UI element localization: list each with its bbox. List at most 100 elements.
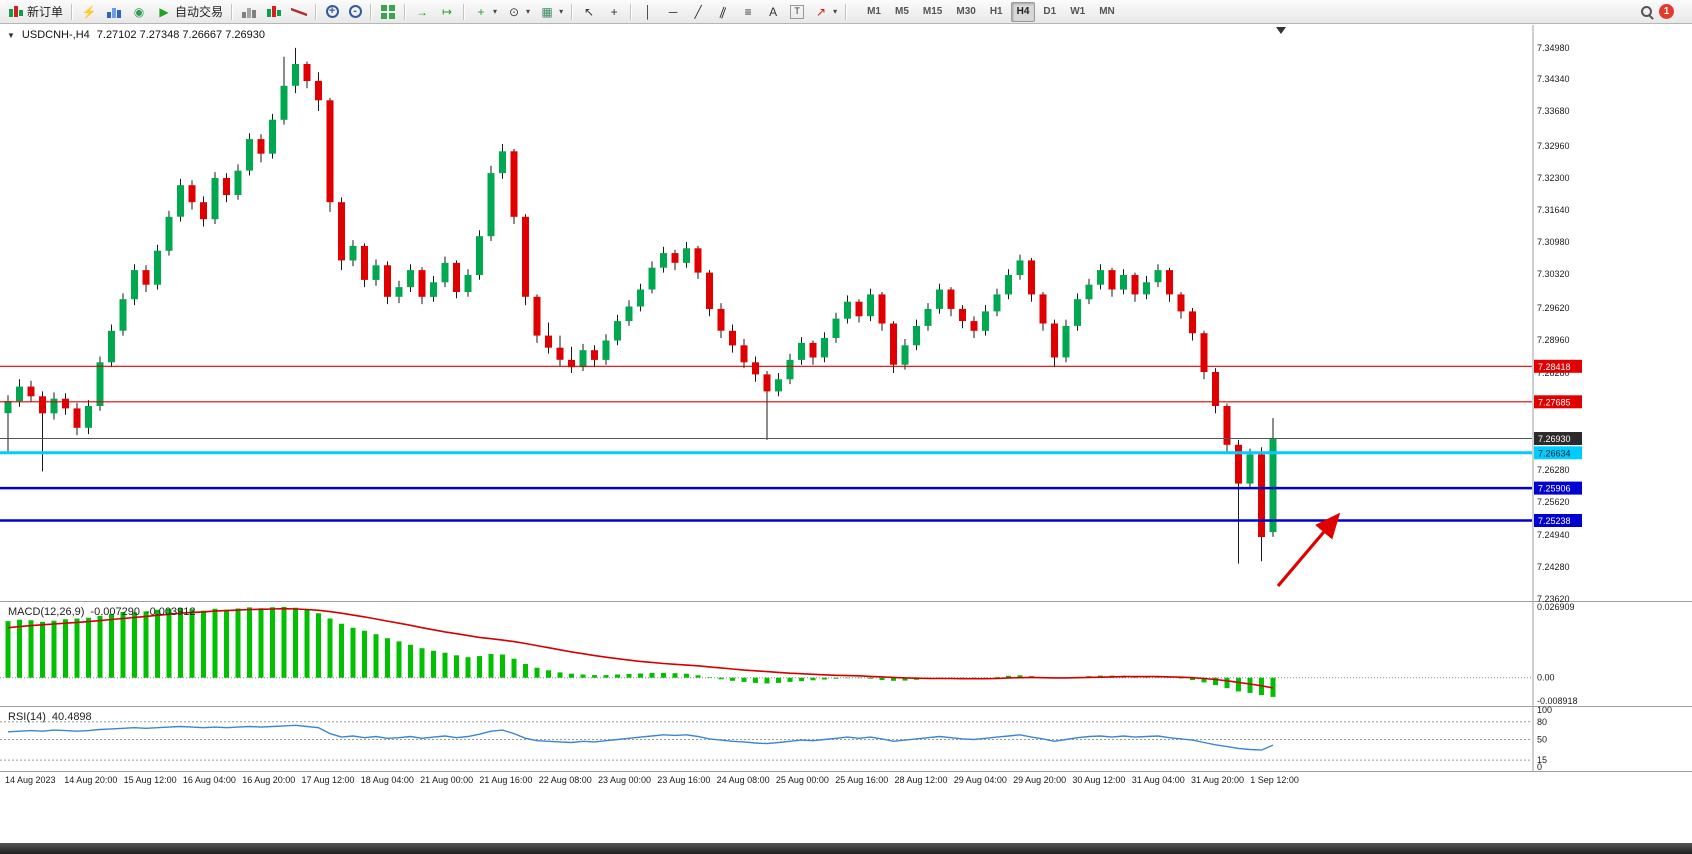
price-labels: 7.28418 7.27685 7.26930 7.26634 7.25906 7.252… (1534, 359, 1582, 527)
bar-chart-button[interactable] (237, 2, 261, 22)
bolt-button[interactable]: ⚡ (77, 2, 101, 22)
svg-text:17 Aug 12:00: 17 Aug 12:00 (302, 775, 355, 785)
panel-separators (0, 25, 1692, 772)
crosshair-button[interactable]: + (602, 2, 626, 22)
svg-text:7.28960: 7.28960 (1537, 335, 1570, 345)
horizontal-line-button[interactable]: ─ (661, 2, 685, 22)
timeframe-button-mn[interactable]: MN (1093, 2, 1121, 22)
dropdown-caret-icon: ▾ (559, 7, 564, 16)
timeframe-button-m5[interactable]: M5 (889, 2, 915, 22)
svg-text:7.24280: 7.24280 (1537, 562, 1570, 572)
search-button[interactable] (1636, 2, 1658, 22)
svg-text:7.34340: 7.34340 (1537, 74, 1570, 84)
svg-text:23 Aug 00:00: 23 Aug 00:00 (598, 775, 651, 785)
svg-text:7.32960: 7.32960 (1537, 141, 1570, 151)
svg-text:28 Aug 12:00: 28 Aug 12:00 (895, 775, 948, 785)
svg-text:7.25906: 7.25906 (1538, 484, 1571, 494)
horizontal-levels[interactable] (0, 365, 1532, 522)
channel-button[interactable]: ∥ (711, 2, 735, 22)
chart-shift-marker[interactable] (1276, 27, 1286, 34)
cursor-button[interactable]: ↖ (577, 2, 601, 22)
svg-text:14 Aug 20:00: 14 Aug 20:00 (64, 775, 117, 785)
candlestick-chart-button[interactable] (262, 2, 286, 22)
periods-button[interactable]: ⊙ ▾ (502, 2, 534, 22)
vertical-line-button[interactable]: │ (636, 2, 660, 22)
new-order-icon (8, 3, 24, 20)
text-label-icon: T (790, 4, 805, 19)
tile-windows-button[interactable] (376, 2, 400, 22)
rsi-panel: 100 80 50 150 (0, 705, 1552, 772)
toolbar-separator (571, 3, 574, 20)
svg-text:21 Aug 16:00: 21 Aug 16:00 (479, 775, 532, 785)
bottom-strip (0, 843, 1692, 854)
svg-text:24 Aug 08:00: 24 Aug 08:00 (717, 775, 770, 785)
rsi-line (7, 724, 1274, 751)
svg-text:31 Aug 20:00: 31 Aug 20:00 (1191, 775, 1244, 785)
fibonacci-icon: ≡ (744, 4, 752, 19)
svg-text:7.28280: 7.28280 (1537, 368, 1570, 378)
svg-text:7.26930: 7.26930 (1538, 434, 1571, 444)
timeframe-button-m30[interactable]: M30 (950, 2, 981, 22)
timeframe-button-m1[interactable]: M1 (861, 2, 887, 22)
text-icon: A (769, 4, 778, 19)
text-button[interactable]: A (761, 2, 785, 22)
indicators-button[interactable]: + ▾ (469, 2, 501, 22)
auto-scroll-button[interactable]: → (410, 2, 434, 22)
macd-signal-line (7, 607, 1274, 689)
indicators-icon: + (477, 4, 485, 19)
notification-badge[interactable]: 1 (1659, 4, 1674, 19)
templates-icon: ▦ (541, 4, 553, 19)
chart-ohlc-values: 7.27102 7.27348 7.26667 7.26930 (96, 29, 265, 41)
chart-symbol-dropdown-icon[interactable]: ▼ (7, 30, 15, 40)
candlestick-chart-icon (266, 3, 283, 20)
chart-title: ▼ USDCNH-,H4 7.27102 7.27348 7.26667 7.2… (7, 29, 265, 41)
auto-scroll-icon: → (416, 4, 429, 19)
channel-icon: ∥ (717, 3, 729, 20)
vertical-line-icon: │ (644, 4, 652, 19)
zoom-in-button[interactable]: + (321, 2, 343, 22)
svg-text:29 Aug 04:00: 29 Aug 04:00 (954, 775, 1007, 785)
svg-text:16 Aug 04:00: 16 Aug 04:00 (183, 775, 236, 785)
svg-text:25 Aug 00:00: 25 Aug 00:00 (776, 775, 829, 785)
svg-text:31 Aug 04:00: 31 Aug 04:00 (1132, 775, 1185, 785)
periods-icon: ⊙ (509, 4, 520, 19)
macd-label: MACD(12,26,9) -0.007290 -0.003912 (8, 606, 196, 618)
tile-windows-icon (380, 3, 397, 20)
line-chart-button[interactable] (287, 2, 311, 22)
trend-arrow-annotation[interactable] (1276, 512, 1341, 588)
timeframe-button-h4[interactable]: H4 (1010, 1, 1036, 22)
toolbar-separator (315, 3, 318, 20)
autotrading-icon: ▶ (159, 4, 169, 19)
svg-text:7.25620: 7.25620 (1537, 497, 1570, 507)
zoom-out-button[interactable]: - (344, 2, 366, 22)
new-order-button[interactable]: 新订单 (4, 2, 67, 22)
trendline-icon: ╱ (694, 4, 702, 19)
new-order-label: 新订单 (27, 5, 64, 19)
macd-signal-value: -0.003912 (145, 606, 196, 618)
timeframe-button-m15[interactable]: M15 (917, 2, 948, 22)
timeframe-button-d1[interactable]: D1 (1037, 2, 1062, 22)
arrows-icon: ↗ (816, 4, 827, 19)
chart-symbol-label: USDCNH-,H4 (21, 29, 90, 41)
svg-text:7.27685: 7.27685 (1538, 397, 1571, 407)
chart-shift-button[interactable]: ↦ (435, 2, 459, 22)
templates-button[interactable]: ▦ ▾ (535, 2, 567, 22)
rsi-value: 40.4898 (51, 711, 92, 723)
timeframe-button-h1[interactable]: H1 (984, 2, 1009, 22)
market-watch-button[interactable]: ◉ (127, 2, 151, 22)
svg-text:7.25238: 7.25238 (1538, 516, 1571, 526)
toolbar-separator (463, 3, 466, 20)
svg-text:7.30980: 7.30980 (1537, 237, 1570, 247)
svg-text:7.26280: 7.26280 (1537, 465, 1570, 475)
toolbar-separator (71, 3, 74, 20)
trendline-button[interactable]: ╱ (686, 2, 710, 22)
arrows-button[interactable]: ↗ ▾ (809, 2, 841, 22)
fibonacci-button[interactable]: ≡ (736, 2, 760, 22)
autotrading-button[interactable]: ▶ 自动交易 (152, 2, 227, 22)
terminal-button[interactable] (102, 2, 126, 22)
timeframe-button-w1[interactable]: W1 (1064, 2, 1091, 22)
rsi-title: RSI(14) (8, 711, 46, 723)
text-label-button[interactable]: T (786, 2, 808, 22)
rsi-label: RSI(14) 40.4898 (8, 711, 92, 723)
